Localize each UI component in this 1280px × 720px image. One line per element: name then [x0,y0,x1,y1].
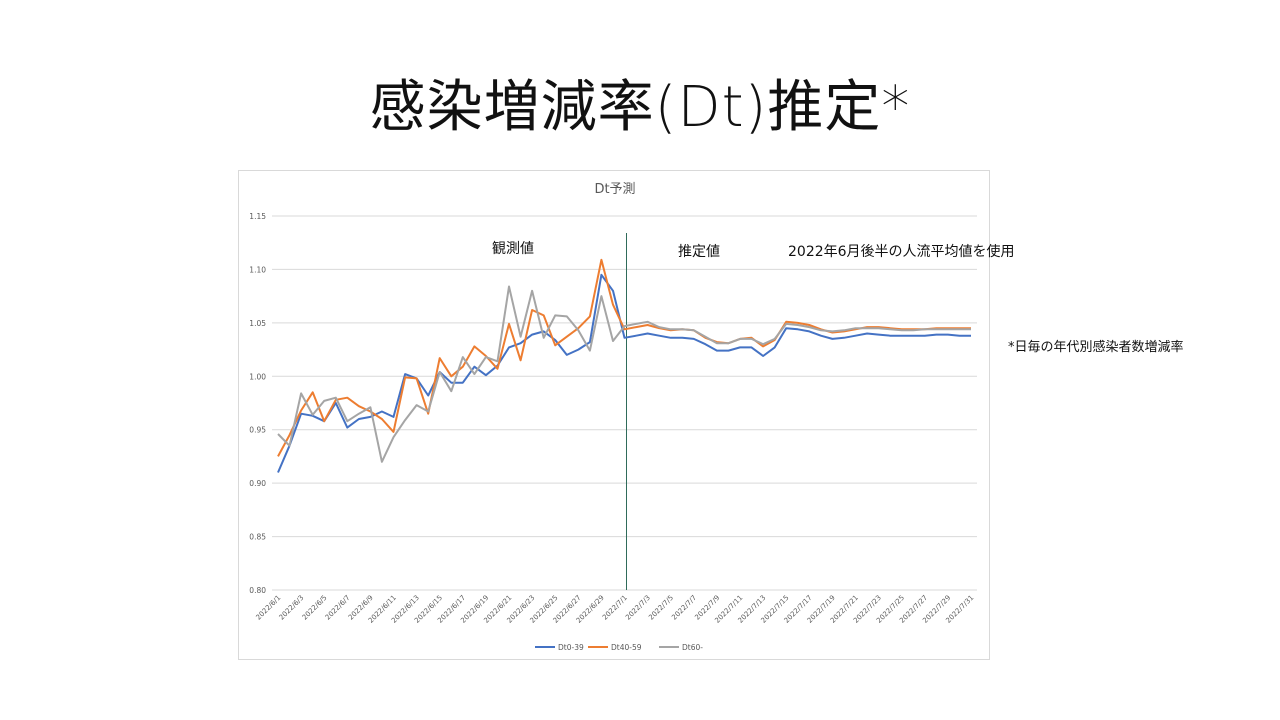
legend-label: Dt60- [682,643,703,652]
series-line-2 [277,285,971,463]
slide-title: 感染増減率(Dt)推定* [369,75,911,140]
gridlines [272,215,977,591]
y-tick-label: 1.00 [249,372,266,381]
assumption-label: 2022年6月後半の人流平均値を使用 [788,244,1015,260]
y-tick-label: 0.80 [249,586,266,595]
series-line-1 [277,258,971,457]
legend: Dt0-39 Dt40-59 Dt60- [535,643,703,652]
y-tick-label: 0.90 [249,479,266,488]
legend-label: Dt0-39 [558,643,584,652]
y-axis-ticks: 0.80 0.85 0.90 0.95 1.00 1.05 1.10 1.15 [249,212,266,595]
series-lines [277,258,971,473]
y-tick-label: 0.85 [249,533,266,542]
line-chart: Dt予測 0.80 0.85 0.90 0.95 1.00 1.05 1.10 1.15 20… [249,182,977,652]
observed-label: 観測値 [492,241,534,257]
y-tick-label: 1.05 [249,319,266,328]
footnote: *日毎の年代別感染者数増減率 [1008,340,1184,355]
legend-label: Dt40-59 [611,643,642,652]
y-tick-label: 0.95 [249,426,266,435]
y-tick-label: 1.15 [249,212,266,221]
estimated-label: 推定値 [678,244,720,260]
chart-frame: Dt予測 0.80 0.85 0.90 0.95 1.00 1.05 1.10 1.15 20… [238,170,990,660]
x-axis-ticks: 2022/6/12022/6/32022/6/52022/6/72022/6/9… [255,594,976,625]
y-tick-label: 1.10 [249,265,266,274]
chart-title: Dt予測 [594,182,635,197]
series-line-0 [277,273,971,473]
